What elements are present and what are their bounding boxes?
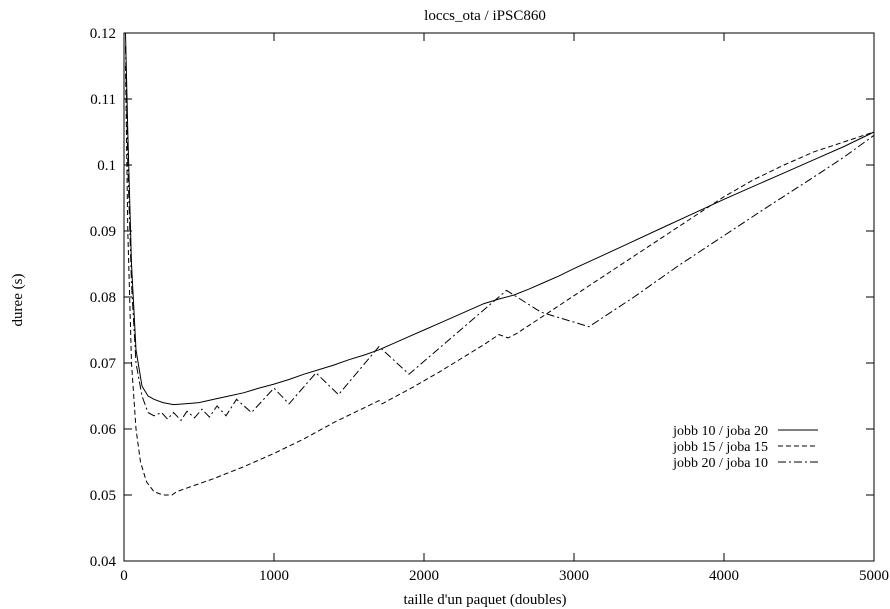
legend-label-2: jobb 15 / joba 15 [672, 440, 768, 455]
series-line-2 [125, 65, 875, 496]
ticks: 0 1000 2000 3000 4000 5000 0.04 0.05 0.06 0.07 0.0… [90, 26, 889, 584]
y-tick-label: 0.08 [90, 290, 116, 306]
y-tick-label: 0.11 [90, 92, 116, 108]
x-tick-label: 0 [120, 568, 128, 584]
x-tick-label: 4000 [709, 568, 739, 584]
y-tick-label: 0.05 [90, 488, 116, 504]
y-tick-label: 0.1 [97, 158, 116, 174]
x-tick-label: 2000 [409, 568, 439, 584]
y-tick-label: 0.06 [90, 422, 117, 438]
y-tick-label: 0.09 [90, 224, 116, 240]
y-tick-label: 0.12 [90, 26, 116, 42]
chart-title: loccs_ota / iPSC860 [424, 8, 546, 24]
series-lines [125, 32, 875, 496]
x-axis-label: taille d'un paquet (doubles) [403, 592, 566, 608]
legend-label-3: jobb 20 / joba 10 [672, 456, 768, 471]
y-tick-label: 0.04 [90, 554, 117, 570]
series-line-1 [125, 32, 875, 406]
x-tick-label: 3000 [559, 568, 589, 584]
y-tick-label: 0.07 [90, 356, 117, 372]
x-tick-label: 1000 [259, 568, 289, 584]
y-axis-label: duree (s) [10, 274, 26, 327]
series-line-3 [125, 46, 875, 422]
legend-label-1: jobb 10 / joba 20 [672, 424, 768, 439]
x-tick-label: 5000 [859, 568, 889, 584]
